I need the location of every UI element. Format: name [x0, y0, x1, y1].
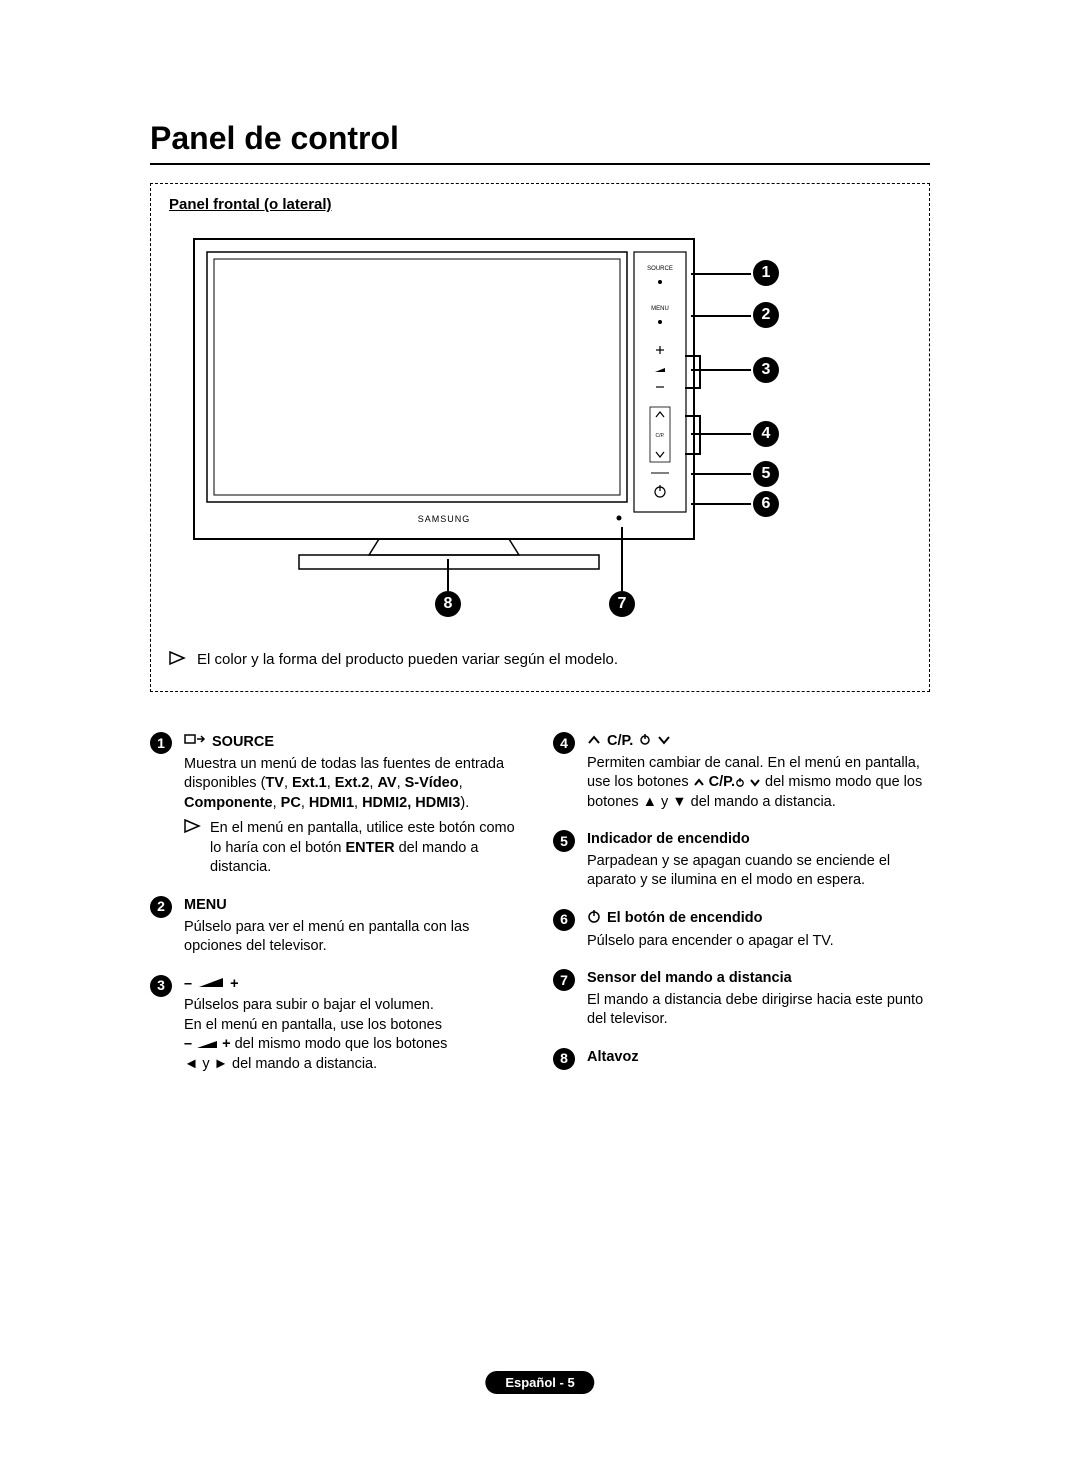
vol-plus: + [230, 975, 238, 995]
item-8: 8 Altavoz [553, 1048, 930, 1070]
vol-minus: – [184, 975, 192, 995]
item-3: 3 – + Púlselos para subir o bajar el vol… [150, 975, 527, 1075]
left-column: 1 SOURCE Muestra un menú de todas las fu… [150, 732, 527, 1092]
item-5: 5 Indicador de encendido Parpadean y se … [553, 830, 930, 891]
ch-up-icon [587, 732, 601, 752]
svg-text:MENU: MENU [651, 306, 669, 312]
item-2: 2 MENU Púlselo para ver el menú en panta… [150, 896, 527, 957]
description-columns: 1 SOURCE Muestra un menú de todas las fu… [150, 732, 930, 1092]
callout-8: 8 [435, 591, 461, 617]
diagram-note: El color y la forma del producto pueden … [169, 651, 911, 669]
power-small-icon [639, 732, 651, 752]
tv-diagram: SOURCE MENU C/P. SAMSUNG [169, 227, 911, 637]
item-6: 6 El botón de encendido Púlselo para enc… [553, 909, 930, 951]
item-2-heading: MENU [184, 896, 227, 916]
tv-illustration: SOURCE MENU C/P. SAMSUNG [179, 227, 739, 587]
item-6-heading: El botón de encendido [607, 909, 762, 929]
item-num-8: 8 [553, 1048, 575, 1070]
power-icon [587, 909, 601, 930]
item-7: 7 Sensor del mando a distancia El mando … [553, 969, 930, 1030]
page-title: Panel de control [150, 120, 930, 165]
ch-down-icon [657, 732, 671, 752]
item-6-body: Púlselo para encender o apagar el TV. [587, 932, 930, 952]
panel-label: Panel frontal (o lateral) [169, 196, 332, 213]
diagram-note-text: El color y la forma del producto pueden … [197, 651, 618, 668]
item-1-heading: SOURCE [212, 733, 274, 753]
item-num-2: 2 [150, 896, 172, 918]
svg-text:SOURCE: SOURCE [647, 266, 673, 272]
item-4-heading: C/P. [607, 732, 633, 752]
callout-1: 1 [753, 260, 779, 286]
item-2-body: Púlselo para ver el menú en pantalla con… [184, 918, 527, 957]
svg-text:C/P.: C/P. [655, 433, 664, 439]
source-io-icon [184, 732, 206, 753]
item-num-4: 4 [553, 732, 575, 754]
item-5-body: Parpadean y se apagan cuando se enciende… [587, 852, 930, 891]
item-num-6: 6 [553, 909, 575, 931]
item-1: 1 SOURCE Muestra un menú de todas las fu… [150, 732, 527, 878]
item-4-body: Permiten cambiar de canal. En el menú en… [587, 754, 930, 813]
pointer-icon [184, 819, 202, 878]
callout-4: 4 [753, 421, 779, 447]
svg-text:SAMSUNG: SAMSUNG [418, 514, 471, 524]
callout-3: 3 [753, 357, 779, 383]
pointer-icon [169, 651, 187, 669]
item-num-1: 1 [150, 732, 172, 754]
callout-7: 7 [609, 591, 635, 617]
item-num-3: 3 [150, 975, 172, 997]
item-7-heading: Sensor del mando a distancia [587, 969, 792, 989]
item-num-5: 5 [553, 830, 575, 852]
vol-icon [198, 975, 224, 995]
callout-6: 6 [753, 491, 779, 517]
item-3-body: Púlselos para subir o bajar el volumen.E… [184, 996, 527, 1074]
item-4: 4 C/P. Permiten cambiar de canal. En el … [553, 732, 930, 812]
item-8-heading: Altavoz [587, 1048, 639, 1068]
item-5-heading: Indicador de encendido [587, 830, 750, 850]
callout-2: 2 [753, 302, 779, 328]
item-7-body: El mando a distancia debe dirigirse haci… [587, 991, 930, 1030]
callout-5: 5 [753, 461, 779, 487]
right-column: 4 C/P. Permiten cambiar de canal. En el … [553, 732, 930, 1092]
panel-figure-box: Panel frontal (o lateral) SOURCE MENU C/… [150, 183, 930, 692]
item-1-body: Muestra un menú de todas las fuentes de … [184, 755, 527, 814]
item-1-subnote: En el menú en pantalla, utilice este bot… [210, 819, 527, 878]
page-footer-badge: Español - 5 [485, 1371, 594, 1394]
item-num-7: 7 [553, 969, 575, 991]
